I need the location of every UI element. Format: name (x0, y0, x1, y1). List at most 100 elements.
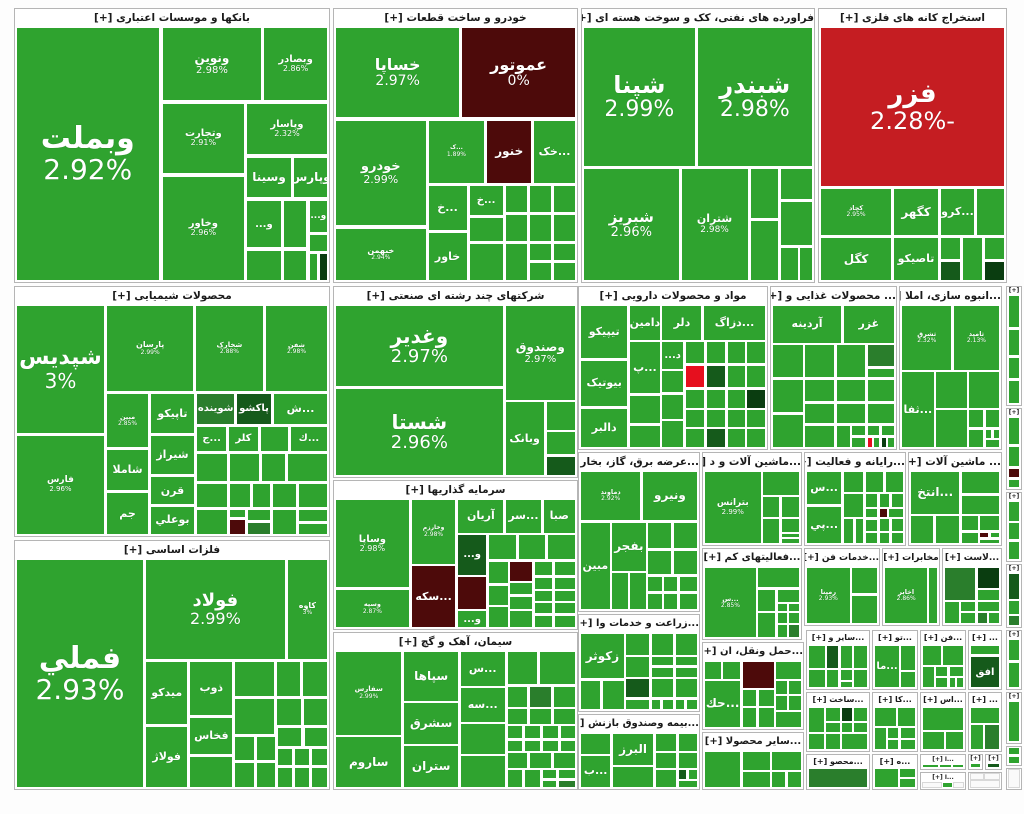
stock-tile[interactable] (528, 262, 552, 281)
stock-tile[interactable] (970, 773, 984, 780)
stock-tile[interactable]: قرن (149, 476, 196, 506)
stock-tile[interactable] (853, 707, 868, 723)
stock-tile[interactable] (611, 766, 655, 788)
stock-tile[interactable] (705, 341, 727, 365)
stock-tile[interactable] (542, 779, 557, 788)
stock-tile[interactable] (277, 767, 294, 788)
sector-title-transport[interactable]: ...حمل ونقل، ان [+] (703, 643, 803, 661)
stock-tile[interactable] (674, 698, 686, 710)
stock-tile[interactable] (529, 708, 553, 725)
sector-title-fin-aux[interactable]: ...فعالیتهای کم [+] (703, 549, 801, 567)
stock-tile[interactable] (457, 576, 487, 610)
stock-tile[interactable] (1008, 478, 1020, 488)
stock-tile[interactable] (196, 453, 228, 483)
stock-tile[interactable]: خنور (486, 119, 533, 185)
stock-tile[interactable] (528, 214, 552, 243)
stock-tile[interactable] (968, 371, 1000, 409)
sector-title-food[interactable]: ... محصولات غذایی و [+] (771, 287, 896, 305)
stock-tile[interactable] (866, 402, 895, 424)
stock-tile[interactable] (298, 522, 328, 535)
stock-tile[interactable]: صبا (542, 499, 576, 534)
stock-tile[interactable] (468, 243, 504, 281)
sector-title-rubber[interactable]: ...لاست [+] (943, 549, 1001, 567)
stock-tile[interactable] (1008, 522, 1020, 540)
stock-tile[interactable]: فخاس (189, 716, 234, 756)
stock-tile[interactable] (934, 515, 961, 544)
stock-tile[interactable] (780, 533, 800, 538)
stock-tile[interactable] (984, 428, 993, 439)
stock-tile[interactable] (650, 633, 675, 657)
stock-tile[interactable] (533, 602, 553, 615)
stock-tile[interactable] (840, 707, 853, 723)
stock-tile[interactable] (874, 768, 900, 788)
stock-tile[interactable] (780, 167, 813, 200)
stock-tile[interactable] (557, 779, 576, 788)
stock-tile[interactable]: جم (106, 492, 149, 535)
sector-title-tech-services[interactable]: ...خدمات فن [+] (805, 549, 879, 567)
stock-tile[interactable]: رمپنا 2.93% (806, 567, 851, 624)
stock-tile[interactable] (788, 624, 800, 638)
stock-tile[interactable] (684, 388, 705, 409)
stock-tile[interactable]: ...پ (629, 341, 661, 395)
sector-title-other-13[interactable]: [+] (969, 755, 982, 763)
stock-tile[interactable] (625, 698, 651, 710)
stock-tile[interactable] (825, 707, 841, 723)
stock-tile[interactable]: ...کرو (939, 188, 976, 237)
stock-tile[interactable] (287, 453, 328, 483)
stock-tile[interactable] (1008, 501, 1020, 522)
stock-tile[interactable] (684, 428, 705, 448)
stock-tile[interactable]: عموتور 0% (461, 27, 576, 119)
sector-title-other-5[interactable]: ...ساخت [+] (807, 693, 869, 707)
stock-tile[interactable]: شیراز (149, 434, 196, 476)
stock-tile[interactable] (922, 730, 946, 750)
stock-tile[interactable] (189, 756, 234, 788)
stock-tile[interactable] (960, 531, 979, 544)
stock-tile[interactable]: و... (308, 200, 328, 234)
sector-title-other-products[interactable]: ...سایر محصولا [+] (703, 733, 803, 751)
stock-tile[interactable] (976, 612, 988, 624)
stock-tile[interactable] (1008, 573, 1020, 600)
stock-tile[interactable]: خودرو 2.99% (335, 119, 427, 227)
stock-tile[interactable] (761, 471, 800, 496)
stock-tile[interactable]: پارسان 2.99% (106, 305, 194, 393)
stock-tile[interactable]: خاور (427, 232, 468, 281)
sector-title-machinery-elec[interactable]: ...ماشین آلات و د [+] (703, 453, 801, 471)
stock-tile[interactable] (866, 436, 873, 448)
stock-tile[interactable]: تاصیکو (892, 237, 940, 281)
stock-tile[interactable]: افق (970, 656, 1000, 688)
stock-tile[interactable] (788, 695, 802, 712)
stock-tile[interactable] (294, 748, 310, 767)
stock-tile[interactable]: وخاور 2.96% (162, 175, 245, 281)
stock-tile[interactable] (976, 588, 1000, 602)
stock-tile[interactable] (552, 185, 576, 214)
stock-tile[interactable] (776, 603, 788, 613)
stock-tile[interactable] (542, 769, 557, 779)
stock-tile[interactable] (228, 453, 260, 483)
stock-tile[interactable] (826, 645, 840, 669)
stock-tile[interactable]: ثشرق 2.32% (901, 305, 953, 371)
stock-tile[interactable]: آریان (457, 499, 505, 534)
stock-tile[interactable]: ...دزاگ (703, 305, 766, 341)
stock-tile[interactable] (780, 496, 800, 518)
stock-tile[interactable]: بوعلي (149, 506, 196, 535)
stock-tile[interactable] (780, 537, 800, 544)
stock-tile[interactable] (746, 409, 766, 428)
stock-tile[interactable] (771, 771, 787, 788)
stock-tile[interactable] (1008, 328, 1020, 357)
stock-tile[interactable] (804, 379, 836, 402)
stock-tile[interactable] (303, 726, 328, 748)
stock-tile[interactable] (776, 612, 788, 624)
stock-tile[interactable] (560, 739, 576, 752)
stock-tile[interactable]: ذوب (189, 660, 234, 716)
stock-tile[interactable] (276, 698, 303, 726)
stock-tile[interactable] (722, 661, 742, 680)
sector-title-machinery[interactable]: ... ماشین آلات [+] (909, 453, 1001, 471)
stock-tile[interactable] (979, 515, 1000, 532)
stock-tile[interactable]: میدکو (145, 660, 189, 725)
stock-tile[interactable] (842, 518, 855, 544)
stock-tile[interactable]: کچاد 2.95% (820, 188, 893, 237)
stock-tile[interactable]: تیپیکو (580, 305, 629, 360)
stock-tile[interactable] (839, 645, 853, 669)
stock-tile[interactable] (968, 409, 985, 428)
stock-tile[interactable] (976, 567, 1000, 589)
